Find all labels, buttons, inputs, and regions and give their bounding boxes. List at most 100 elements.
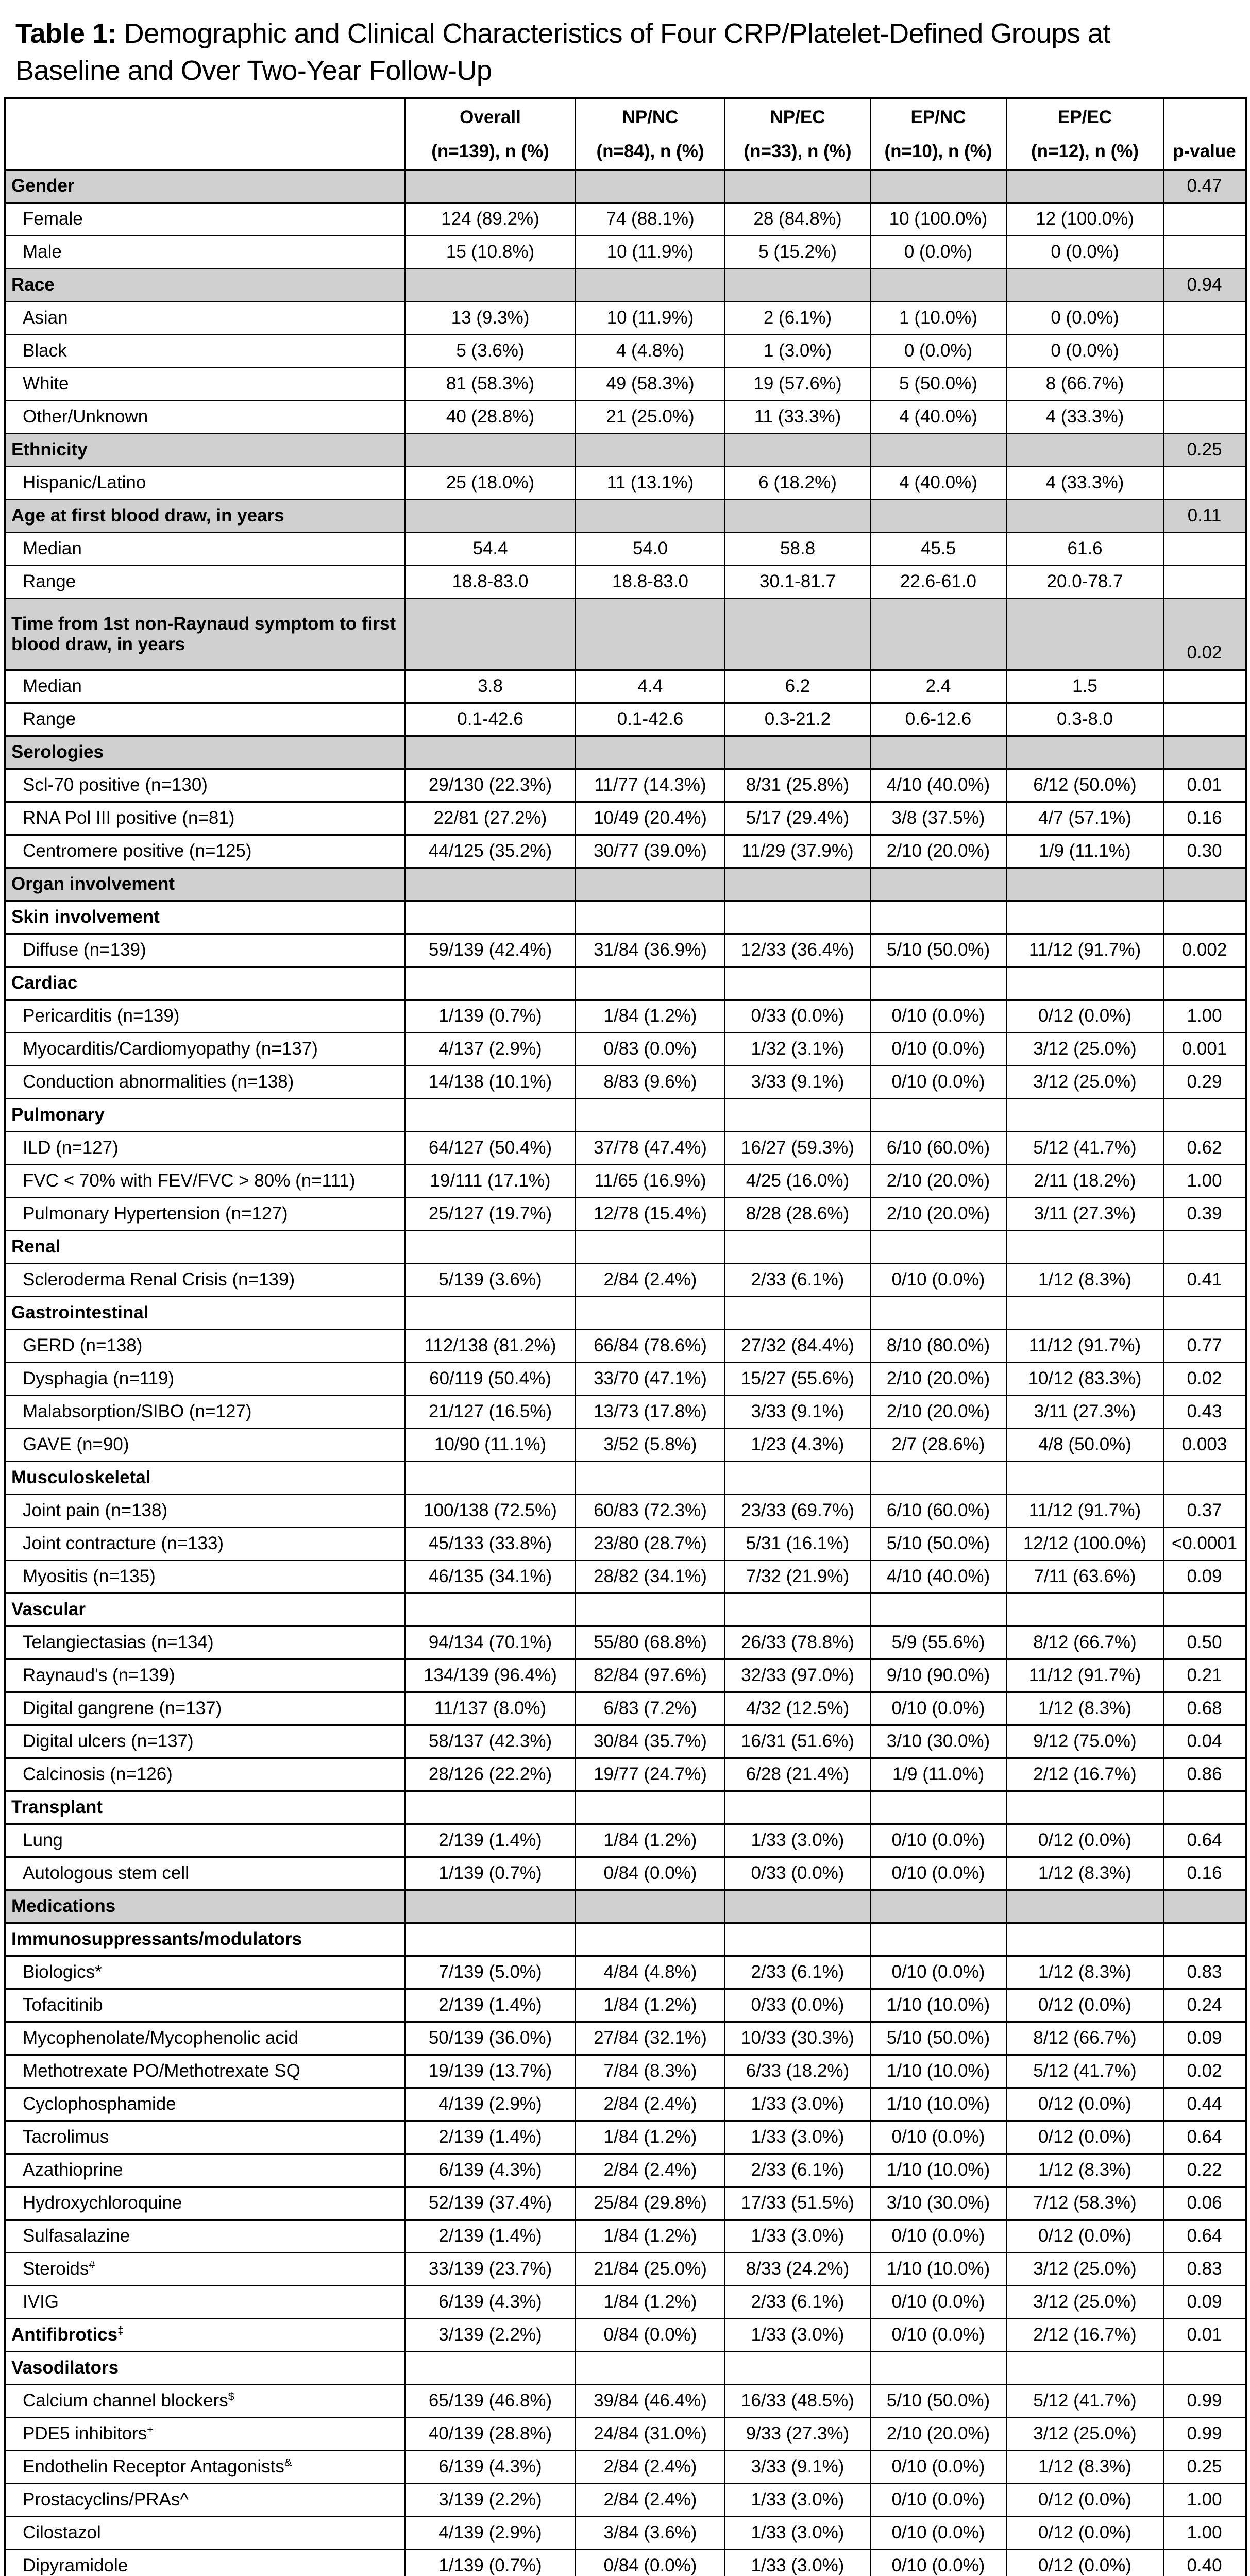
row-label: Male	[5, 234, 406, 269]
cell-value	[1006, 1229, 1164, 1264]
footnote-marker: +	[147, 2422, 154, 2436]
cell-value: 1/33 (3.0%)	[724, 2218, 871, 2253]
cell-value	[404, 267, 576, 302]
cell-value	[870, 1922, 1007, 1957]
section-row: Serologies	[5, 735, 1246, 770]
p-value-cell	[1163, 1460, 1246, 1495]
p-value-cell	[1163, 564, 1246, 599]
cell-value: 66/84 (78.6%)	[575, 1328, 725, 1363]
cell-value: 18.8-83.0	[404, 564, 576, 599]
cell-value	[1006, 267, 1164, 302]
p-value-cell	[1163, 965, 1246, 1001]
cell-value	[870, 1229, 1007, 1264]
cell-value: 27/84 (32.1%)	[575, 2021, 725, 2056]
row-label: Joint pain (n=138)	[5, 1493, 406, 1528]
p-value-cell: 0.04	[1163, 1724, 1246, 1759]
cell-value: 134/139 (96.4%)	[404, 1658, 576, 1693]
cell-value	[724, 1229, 871, 1264]
column-header-npnc: NP/NC (n=84), n (%)	[575, 97, 725, 171]
cell-value: 18.8-83.0	[575, 564, 725, 599]
cell-value: 2/12 (16.7%)	[1006, 1757, 1164, 1792]
column-header-npec: NP/EC (n=33), n (%)	[724, 97, 871, 171]
row-label: Asian	[5, 300, 406, 335]
p-value-cell: 0.39	[1163, 1196, 1246, 1231]
cell-value: 28/126 (22.2%)	[404, 1757, 576, 1792]
cell-value	[575, 965, 725, 1001]
row-label: Other/Unknown	[5, 399, 406, 434]
cell-value: 1/84 (1.2%)	[575, 1988, 725, 2023]
cell-value: 8/10 (80.0%)	[870, 1328, 1007, 1363]
cell-value: 0/84 (0.0%)	[575, 2317, 725, 2352]
cell-value: 2/84 (2.4%)	[575, 2087, 725, 2122]
column-name: EP/EC	[1057, 107, 1112, 127]
cell-value: 2/10 (20.0%)	[870, 834, 1007, 869]
cell-value	[575, 432, 725, 467]
cell-value: 0/33 (0.0%)	[724, 1988, 871, 2023]
section-row: Medications	[5, 1889, 1246, 1924]
cell-value: 37/78 (47.4%)	[575, 1130, 725, 1165]
row-label: Steroids#	[5, 2251, 406, 2286]
p-value-cell: 0.01	[1163, 2317, 1246, 2352]
cell-value: 2/84 (2.4%)	[575, 1262, 725, 1297]
cell-value	[724, 432, 871, 467]
footnote-marker: ‡	[117, 2324, 124, 2337]
p-value-cell: 0.99	[1163, 2416, 1246, 2451]
cell-value: 6/139 (4.3%)	[404, 2449, 576, 2484]
table-row: Tacrolimus 2/139 (1.4%) 1/84 (1.2%) 1/33 (3…	[5, 2120, 1246, 2155]
cell-value: 2/139 (1.4%)	[404, 2120, 576, 2155]
cell-value	[575, 735, 725, 770]
cell-value: 5/10 (50.0%)	[870, 933, 1007, 968]
cell-value: 0/10 (0.0%)	[870, 2317, 1007, 2352]
cell-value: 1.5	[1006, 669, 1164, 704]
cell-value: 15/27 (55.6%)	[724, 1361, 871, 1396]
cell-value: 3/12 (25.0%)	[1006, 2284, 1164, 2319]
cell-value	[724, 498, 871, 533]
table-row: Digital ulcers (n=137) 58/137 (42.3%) 30/8…	[5, 1724, 1246, 1759]
cell-value: 6 (18.2%)	[724, 465, 871, 500]
cell-value: 26/33 (78.8%)	[724, 1625, 871, 1660]
cell-value	[870, 597, 1007, 671]
p-value-cell	[1163, 900, 1246, 935]
p-value-cell	[1163, 867, 1246, 902]
column-name: NP/EC	[770, 107, 825, 127]
section-row: Organ involvement	[5, 867, 1246, 902]
p-value-cell: 0.83	[1163, 2251, 1246, 2286]
cell-value: 0/10 (0.0%)	[870, 1031, 1007, 1066]
row-label: Cilostazol	[5, 2515, 406, 2550]
section-row: Vasodilators	[5, 2350, 1246, 2385]
cell-value	[575, 1790, 725, 1825]
row-label: Diffuse (n=139)	[5, 933, 406, 968]
row-label: Antifibrotics‡	[5, 2317, 406, 2352]
cell-value: 4/139 (2.9%)	[404, 2087, 576, 2122]
cell-value: 100/138 (72.5%)	[404, 1493, 576, 1528]
table-row: Other/Unknown 40 (28.8%) 21 (25.0%) 11 (33.…	[5, 399, 1246, 434]
cell-value: 1/139 (0.7%)	[404, 998, 576, 1033]
cell-value: 9/33 (27.3%)	[724, 2416, 871, 2451]
cell-value: 60/119 (50.4%)	[404, 1361, 576, 1396]
cell-value: 30/84 (35.7%)	[575, 1724, 725, 1759]
cell-value: 7/84 (8.3%)	[575, 2054, 725, 2089]
cell-value	[870, 1592, 1007, 1627]
column-name	[11, 107, 399, 128]
column-header-overall: Overall (n=139), n (%)	[404, 97, 576, 171]
cell-value: 6/12 (50.0%)	[1006, 768, 1164, 803]
cell-value	[1006, 1790, 1164, 1825]
cell-value: 14/138 (10.1%)	[404, 1064, 576, 1099]
cell-value: 0/12 (0.0%)	[1006, 2120, 1164, 2155]
table-row: Black 5 (3.6%) 4 (4.8%) 1 (3.0%) 0 (0.0%) 0 (…	[5, 333, 1246, 368]
row-label: Range	[5, 564, 406, 599]
p-value-cell	[1163, 366, 1246, 401]
cell-value: 82/84 (97.6%)	[575, 1658, 725, 1693]
row-label: Time from 1st non-Raynaud symptom to fir…	[5, 597, 406, 671]
cell-value	[1006, 1295, 1164, 1330]
cell-value: 5/139 (3.6%)	[404, 1262, 576, 1297]
p-value-cell	[1163, 234, 1246, 269]
cell-value: 2/10 (20.0%)	[870, 1394, 1007, 1429]
cell-value: 2/84 (2.4%)	[575, 2449, 725, 2484]
row-label: Joint contracture (n=133)	[5, 1526, 406, 1561]
p-value-cell: 0.11	[1163, 498, 1246, 533]
cell-value: 0 (0.0%)	[870, 333, 1007, 368]
cell-value: 31/84 (36.9%)	[575, 933, 725, 968]
cell-value	[870, 2350, 1007, 2385]
cell-value: 21/127 (16.5%)	[404, 1394, 576, 1429]
